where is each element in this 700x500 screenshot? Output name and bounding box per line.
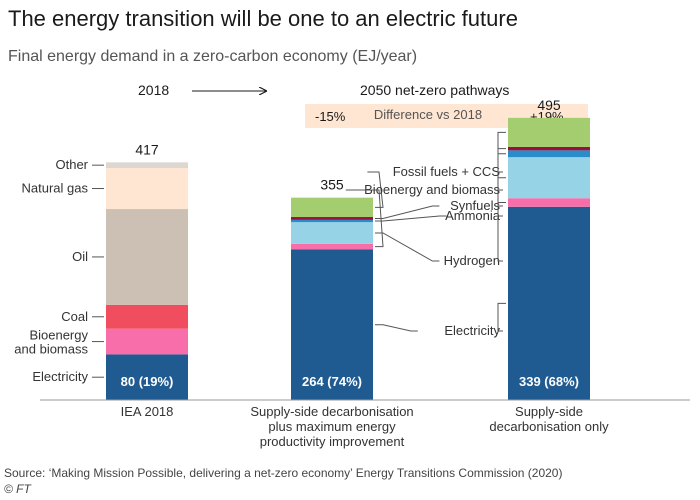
bar-2-segment-hydrogen [291,222,373,244]
bar-1-segment-electricity [106,354,188,400]
difference-left-value: -15% [315,109,346,124]
electricity-value-bar-2: 264 (74%) [302,374,362,389]
callout-label-ammonia: Ammonia [445,208,501,223]
bar-1-segment-coal [106,304,188,329]
bar-3-segment-bioenergy-and-biomass [508,198,590,207]
bar-3-segment-synfuels [508,146,590,151]
bar-1-segment-other [106,162,188,169]
source-note: Source: ‘Making Mission Possible, delive… [4,466,563,480]
bar-2-segment-ammonia [291,219,373,223]
total-label-bar-2: 355 [320,177,344,193]
electricity-value-bar-1: 80 (19%) [121,374,174,389]
bar-3-segment-fossil-fuels-ccs [508,117,590,147]
left-label-electricity: Electricity [32,369,88,384]
left-label-natural-gas: Natural gas [22,181,89,196]
callout-leader-left-ammonia [375,215,447,222]
electricity-value-bar-3: 339 (68%) [519,374,579,389]
left-label-other: Other [55,157,88,172]
total-label-bar-1: 417 [135,141,159,157]
callout-leader-right-electricity [497,302,506,332]
bar-3-segment-hydrogen [508,157,590,199]
left-label-and-biomass: and biomass [14,342,88,357]
bar-1-segment-natural-gas [106,168,188,210]
left-label-coal: Coal [61,309,88,324]
stacked-bar-chart: 2018 2050 net-zero pathways -15% Differe… [14,82,690,449]
bar-1-segment-bioenergy-and-biomass [106,328,188,355]
category-label-bar-1-line-1: IEA 2018 [121,404,174,419]
from-year-label: 2018 [138,82,169,98]
callout-label-fossil-fuels-ccs: Fossil fuels + CCS [393,164,501,179]
left-label-bioenergy: Bioenergy [29,328,88,343]
category-label-bar-3-line-2: decarbonisation only [489,419,609,434]
category-label-bar-3-line-1: Supply-side [515,404,583,419]
category-label-bar-2-line-2: plus maximum energy [268,419,396,434]
bar-3-segment-ammonia [508,150,590,158]
category-label-bar-2-line-1: Supply-side decarbonisation [250,404,413,419]
total-label-bar-3: 495 [537,97,561,113]
callout-leader-left-fossil-fuels-ccs [367,171,384,208]
callout-label-bioenergy-and-biomass: Bioenergy and biomass [364,182,500,197]
bar-2-segment-bioenergy-and-biomass [291,243,373,250]
labels-group: 417 355 495 80 (19%) 264 (74%) 339 (68%) IEA 2… [14,97,609,449]
pathways-label: 2050 net-zero pathways [360,82,509,98]
bars-group [106,117,590,400]
bar-3-segment-electricity [508,206,590,400]
chart-subtitle: Final energy demand in a zero-carbon eco… [8,48,418,65]
callout-label-electricity: Electricity [444,323,500,338]
difference-label: Difference vs 2018 [374,107,482,122]
copyright-note: © FT [4,482,31,496]
bar-2-segment-synfuels [291,217,373,220]
callout-leader-left-electricity [375,324,418,332]
callout-label-synfuels: Synfuels [450,198,500,213]
callout-leader-right-hydrogen [497,177,506,262]
category-label-bar-2-line-3: productivity improvement [260,434,405,449]
bar-2-segment-electricity [291,249,373,400]
callout-leader-left-synfuels [375,205,440,219]
callout-leader-left-hydrogen [375,232,440,262]
bar-1-segment-oil [106,209,188,305]
bar-2-segment-fossil-fuels-ccs [291,197,373,218]
left-label-oil: Oil [72,249,88,264]
callout-label-hydrogen: Hydrogen [444,253,500,268]
chart-title: The energy transition will be one to an … [8,6,518,31]
